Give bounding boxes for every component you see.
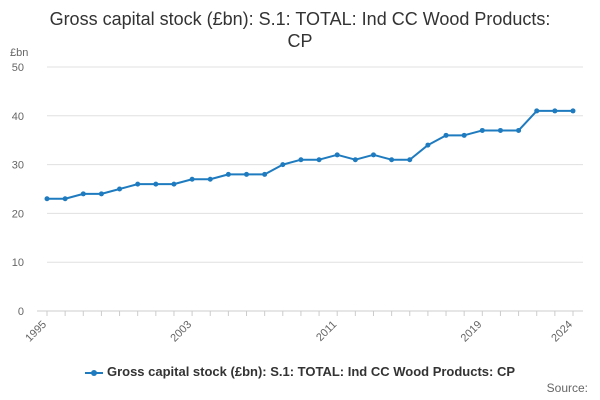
data-point[interactable] [443,132,449,138]
y-axis: £bn 0 10 20 30 40 50 [10,47,28,318]
y-tick-label: 40 [12,111,24,123]
legend[interactable]: Gross capital stock (£bn): S.1: TOTAL: I… [0,364,600,379]
data-point[interactable] [552,108,558,114]
x-tick-label: 2011 [314,319,339,344]
data-point[interactable] [135,181,141,187]
y-tick-label: 10 [12,257,24,269]
data-point[interactable] [262,171,268,177]
data-point[interactable] [407,157,413,163]
data-point[interactable] [334,152,340,158]
data-point[interactable] [389,157,395,163]
y-tick-label: 30 [12,160,24,172]
x-tick-label: 2024 [549,319,575,345]
data-point[interactable] [189,176,195,182]
data-point[interactable] [534,108,540,114]
y-tick-label: 0 [18,306,24,318]
data-point[interactable] [171,181,177,187]
source-label: Source: [546,381,588,395]
data-point[interactable] [44,196,50,202]
x-axis: 1995 2003 2011 2019 2024 [23,310,583,345]
data-point[interactable] [98,191,104,197]
data-point[interactable] [370,152,376,158]
data-point[interactable] [80,191,86,197]
data-point[interactable] [352,157,358,163]
data-point[interactable] [225,171,231,177]
x-tick-label: 1995 [23,319,49,345]
x-tick-label: 2003 [168,319,194,345]
data-point[interactable] [461,132,467,138]
data-point[interactable] [316,157,322,163]
data-point[interactable] [117,186,123,192]
y-tick-label: 50 [12,62,24,74]
y-tick-label: 20 [12,208,24,220]
legend-label: Gross capital stock (£bn): S.1: TOTAL: I… [106,364,516,379]
y-unit-label: £bn [10,47,28,59]
data-point[interactable] [479,127,485,133]
data-point[interactable] [298,157,304,163]
data-point[interactable] [516,127,522,133]
gridlines [47,66,583,263]
data-point[interactable] [280,162,286,168]
data-point[interactable] [62,196,68,202]
chart-title: Gross capital stock (£bn): S.1: TOTAL: I… [49,9,551,51]
data-point[interactable] [207,176,213,182]
data-point[interactable] [570,108,576,114]
legend-swatch [84,368,103,378]
series-line [47,109,573,200]
data-point[interactable] [425,142,431,148]
data-point[interactable] [497,127,503,133]
x-tick-label: 2019 [459,319,485,345]
data-point[interactable] [244,171,250,177]
data-point[interactable] [153,181,159,187]
series-layer [44,108,576,202]
